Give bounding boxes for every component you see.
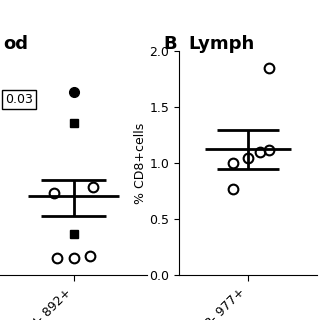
- Text: od: od: [3, 35, 28, 53]
- Text: Lymph: Lymph: [189, 35, 255, 53]
- Y-axis label: % CD8+cells: % CD8+cells: [134, 123, 147, 204]
- Text: 0.03: 0.03: [5, 93, 33, 106]
- Text: B: B: [163, 35, 177, 53]
